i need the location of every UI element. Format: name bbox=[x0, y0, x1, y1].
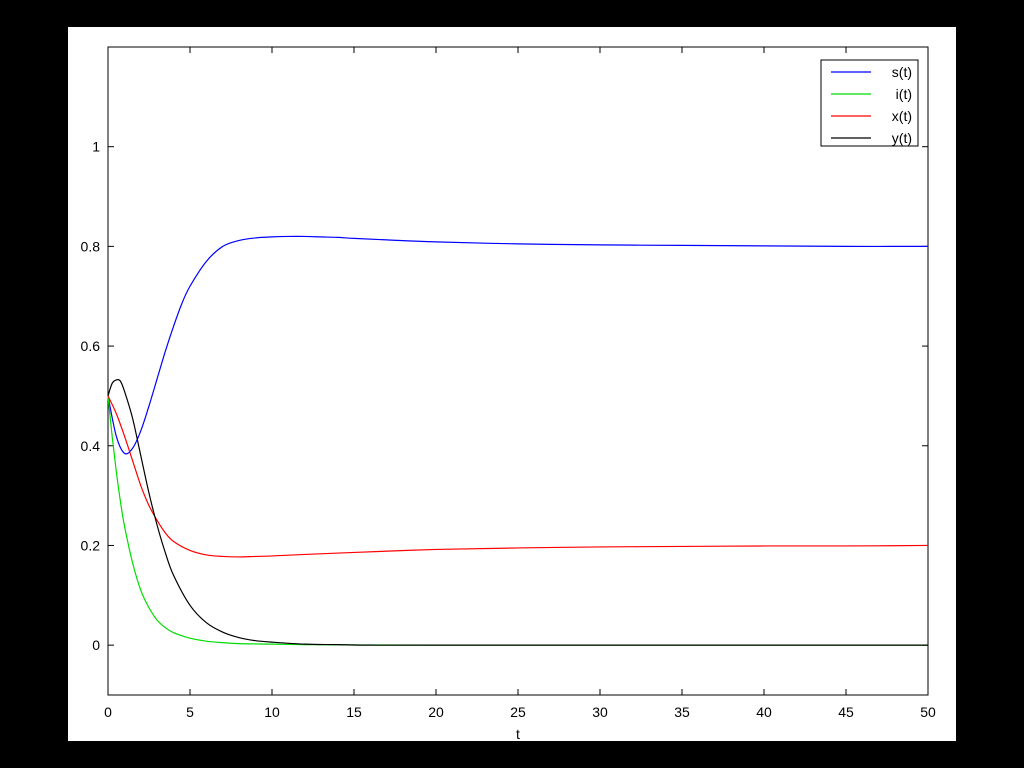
x-tick-label: 30 bbox=[592, 704, 608, 720]
series-line-it bbox=[107, 395, 929, 646]
y-tick-label: 1 bbox=[92, 139, 100, 155]
axis-ticks: 0 5 10 15 20 25 30 35 40 45 50 0 0.2 0.4 0.6 0.8 1 bbox=[81, 47, 936, 720]
series-line-xt bbox=[107, 395, 929, 558]
x-tick-label: 40 bbox=[756, 704, 772, 720]
y-tick-label: 0.8 bbox=[81, 238, 101, 254]
legend-label-st: s(t) bbox=[892, 64, 912, 80]
x-tick-label: 20 bbox=[428, 704, 444, 720]
legend-label-xt: x(t) bbox=[892, 108, 912, 124]
series-line-st bbox=[107, 235, 929, 455]
x-tick-label: 45 bbox=[838, 704, 854, 720]
y-tick-label: 0.2 bbox=[81, 537, 101, 553]
legend-label-it: i(t) bbox=[896, 86, 912, 102]
y-tick-label: 0.6 bbox=[81, 338, 101, 354]
x-tick-label: 0 bbox=[104, 704, 112, 720]
figure: 0 5 10 15 20 25 30 35 40 45 50 0 0.2 0.4 0.6 0.8 1 t s(t… bbox=[68, 27, 956, 741]
line-chart: 0 5 10 15 20 25 30 35 40 45 50 0 0.2 0.4 0.6 0.8 1 t s(t… bbox=[81, 46, 936, 741]
legend-label-yt: y(t) bbox=[892, 130, 912, 146]
x-tick-label: 10 bbox=[264, 704, 280, 720]
x-tick-label: 50 bbox=[920, 704, 936, 720]
series-lines bbox=[107, 235, 929, 646]
x-axis-label: t bbox=[516, 726, 520, 741]
legend-box bbox=[820, 59, 919, 147]
plot-area-border bbox=[107, 46, 929, 696]
x-tick-label: 5 bbox=[186, 704, 194, 720]
series-line-yt bbox=[107, 379, 929, 646]
y-tick-label: 0.4 bbox=[81, 438, 101, 454]
x-tick-label: 15 bbox=[346, 704, 362, 720]
x-tick-label: 25 bbox=[510, 704, 526, 720]
y-tick-label: 0 bbox=[92, 637, 100, 653]
x-tick-label: 35 bbox=[674, 704, 690, 720]
legend: s(t) i(t) x(t) y(t) bbox=[820, 59, 919, 147]
